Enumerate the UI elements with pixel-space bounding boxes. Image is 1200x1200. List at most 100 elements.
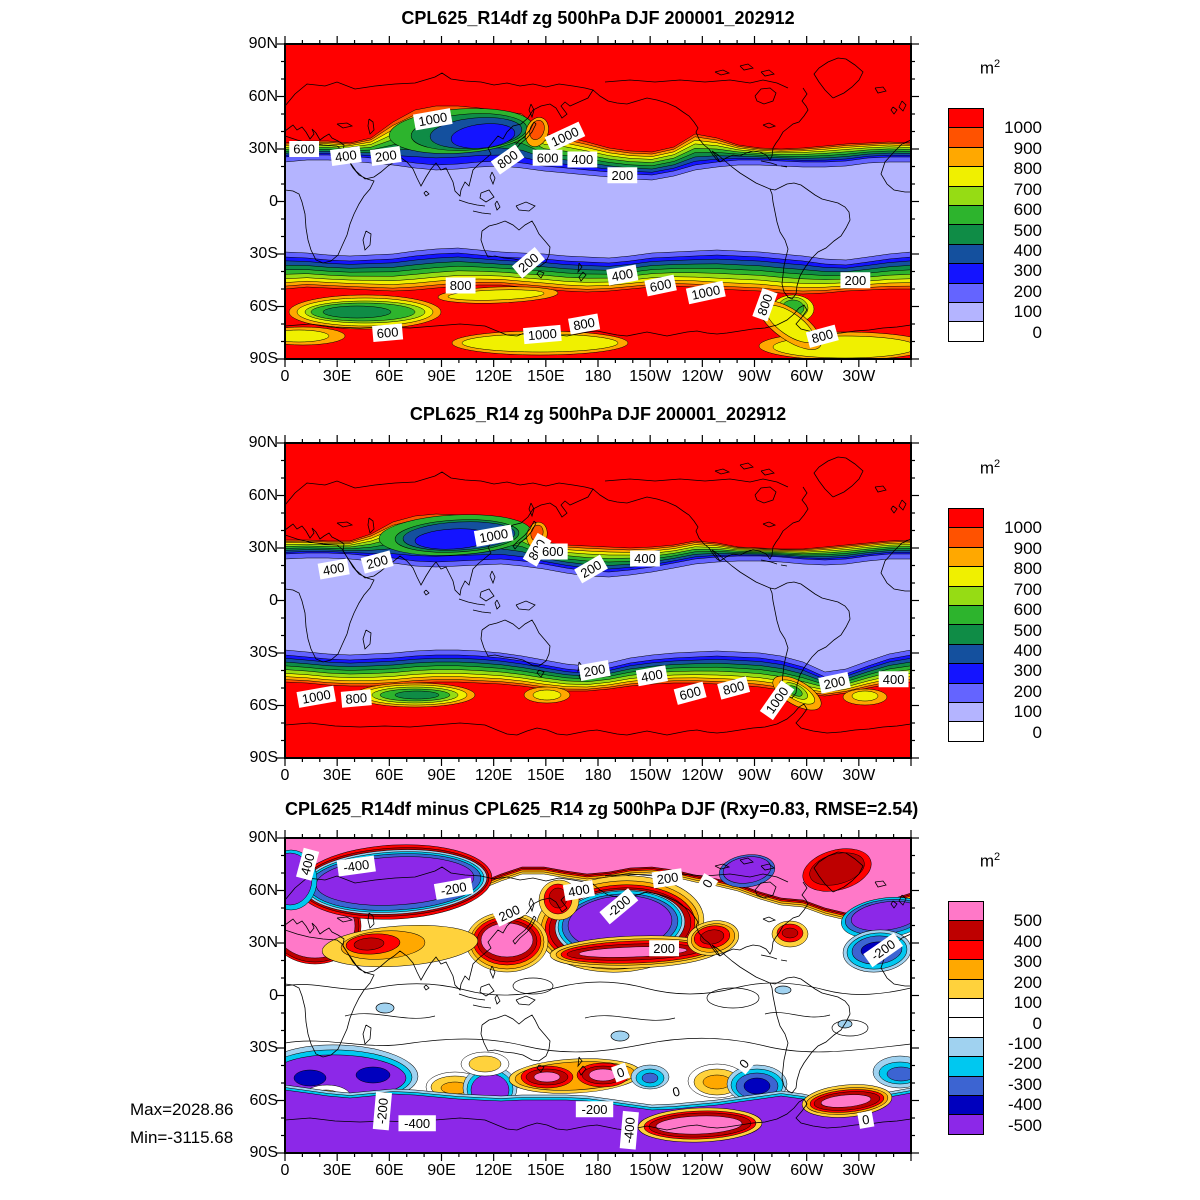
colorbar-tick-label: 0 bbox=[1032, 322, 1042, 342]
colorbar-cell bbox=[948, 997, 984, 1019]
svg-text:200: 200 bbox=[374, 147, 398, 165]
colorbar-cell bbox=[948, 939, 984, 961]
svg-text:-400: -400 bbox=[342, 857, 370, 875]
colorbar-cell bbox=[948, 978, 984, 999]
svg-text:600: 600 bbox=[648, 276, 672, 295]
x-axis-label-panel1: 0 bbox=[280, 368, 290, 385]
colorbar-tick-label: 200 bbox=[1013, 281, 1042, 301]
colorbar-tick-label: 100 bbox=[1013, 993, 1042, 1013]
contour-label: -200 bbox=[372, 1091, 392, 1131]
colorbar-cell bbox=[948, 224, 984, 245]
contour-label: 800 bbox=[568, 313, 601, 335]
contour-label: 400 bbox=[567, 151, 598, 168]
x-axis-label-panel1: 120W bbox=[681, 368, 724, 385]
y-axis-label-panel1: 60S bbox=[249, 297, 278, 315]
svg-text:400: 400 bbox=[883, 672, 905, 687]
contour-label: 600 bbox=[673, 681, 707, 705]
colorbar-tick-label: -300 bbox=[1007, 1074, 1042, 1094]
svg-text:400: 400 bbox=[634, 551, 656, 566]
x-axis-label-panel2: 90W bbox=[738, 767, 771, 784]
y-axis-label-panel2: 30N bbox=[248, 539, 278, 556]
colorbar-tick-label: 400 bbox=[1013, 931, 1042, 951]
svg-text:800: 800 bbox=[345, 690, 368, 707]
svg-text:800: 800 bbox=[572, 315, 596, 334]
x-axis-label-panel2: 150E bbox=[527, 767, 565, 784]
colorbar-tick-label: 700 bbox=[1013, 179, 1042, 199]
coastline bbox=[285, 456, 911, 736]
colorbar-tick-label: 600 bbox=[1013, 200, 1042, 220]
contour-label: 200 bbox=[492, 899, 527, 927]
contour-label: -400 bbox=[336, 855, 376, 877]
colorbar-tick-label: 200 bbox=[1013, 681, 1042, 701]
x-axis-label-panel3: 0 bbox=[280, 1162, 290, 1179]
contour-label: 600 bbox=[289, 141, 320, 157]
colorbar-panel3 bbox=[948, 901, 984, 1135]
colorbar-cell bbox=[948, 959, 984, 980]
contour-label: 200 bbox=[607, 167, 638, 184]
colorbar-cell bbox=[948, 1036, 984, 1058]
x-axis-label-panel3: 30W bbox=[842, 1162, 876, 1179]
svg-text:200: 200 bbox=[845, 273, 867, 288]
colorbar-panel2 bbox=[948, 508, 984, 742]
svg-text:200: 200 bbox=[653, 941, 675, 956]
contour-label: 600 bbox=[644, 274, 677, 297]
map-frame bbox=[277, 435, 919, 766]
colorbar-cell bbox=[948, 263, 984, 284]
colorbar-tick-label: 0 bbox=[1032, 1013, 1042, 1033]
contour-label: 1000 bbox=[296, 685, 337, 708]
colorbar-tick-label: -400 bbox=[1007, 1095, 1042, 1115]
y-axis-label-panel2: 60S bbox=[249, 696, 278, 714]
colorbar-cell bbox=[948, 663, 984, 684]
contour-label: 400 bbox=[630, 550, 660, 567]
colorbar-tick-label: 900 bbox=[1013, 138, 1042, 158]
y-axis-label-panel3: 60S bbox=[249, 1091, 278, 1109]
svg-text:800: 800 bbox=[810, 326, 835, 346]
contour-label: 1000 bbox=[473, 524, 514, 547]
contour-label: 0 bbox=[857, 1110, 875, 1129]
max-value-label: Max=2028.86 bbox=[130, 1100, 234, 1119]
svg-text:600: 600 bbox=[537, 150, 559, 165]
x-axis-label-panel1: 60E bbox=[375, 368, 404, 385]
svg-text:200: 200 bbox=[611, 168, 633, 183]
x-axis-label-panel1: 30E bbox=[322, 368, 352, 385]
contour-labels: 1000 1000 800 600 400 200 600 400 200 200 800 400 60… bbox=[289, 108, 871, 348]
colorbar-cell bbox=[948, 1075, 984, 1096]
colorbar-cell bbox=[948, 108, 984, 129]
contour-label: -400 bbox=[398, 1115, 436, 1132]
x-axis-label-panel3: 150E bbox=[527, 1162, 565, 1179]
colorbar-tick-label: 1000 bbox=[1004, 118, 1042, 138]
colorbar-cell bbox=[948, 321, 984, 342]
svg-text:200: 200 bbox=[656, 869, 680, 887]
contour-label: 200 bbox=[578, 660, 611, 681]
colorbar-tick-label: 300 bbox=[1013, 952, 1042, 972]
contour-label: 0 bbox=[733, 1053, 755, 1075]
y-axis-label-panel1: 30S bbox=[249, 245, 278, 262]
colorbar-cell bbox=[948, 1056, 984, 1077]
svg-text:0: 0 bbox=[861, 1112, 871, 1128]
y-axis-label-panel3: 60N bbox=[248, 881, 278, 899]
contour-label: 600 bbox=[537, 543, 568, 560]
x-axis-label-panel3: 90E bbox=[427, 1162, 456, 1179]
x-axis-label-panel2: 60W bbox=[790, 767, 824, 784]
contour-label: 800 bbox=[717, 676, 751, 700]
colorbar-cell bbox=[948, 566, 984, 587]
contour-label: 200 bbox=[649, 940, 679, 957]
x-axis-label-panel2: 0 bbox=[280, 767, 290, 784]
min-max-stats: Max=2028.86 Min=-3115.68 bbox=[130, 1096, 234, 1152]
x-axis-label-panel3: 150W bbox=[629, 1162, 672, 1179]
svg-text:400: 400 bbox=[567, 881, 591, 900]
colorbar-tick-label: 300 bbox=[1013, 261, 1042, 281]
svg-text:400: 400 bbox=[298, 852, 318, 877]
contour-label: 0 bbox=[696, 873, 719, 894]
colorbar-tick-label: 100 bbox=[1013, 302, 1042, 322]
svg-text:200: 200 bbox=[583, 661, 607, 680]
colorbar-cell bbox=[948, 682, 984, 703]
min-value-label: Min=-3115.68 bbox=[130, 1128, 234, 1147]
svg-text:400: 400 bbox=[640, 666, 664, 685]
contour-label: 400 bbox=[329, 146, 362, 166]
svg-text:800: 800 bbox=[754, 292, 776, 318]
contour-label: 800 bbox=[445, 277, 476, 294]
x-axis-label-panel1: 90W bbox=[738, 368, 771, 385]
